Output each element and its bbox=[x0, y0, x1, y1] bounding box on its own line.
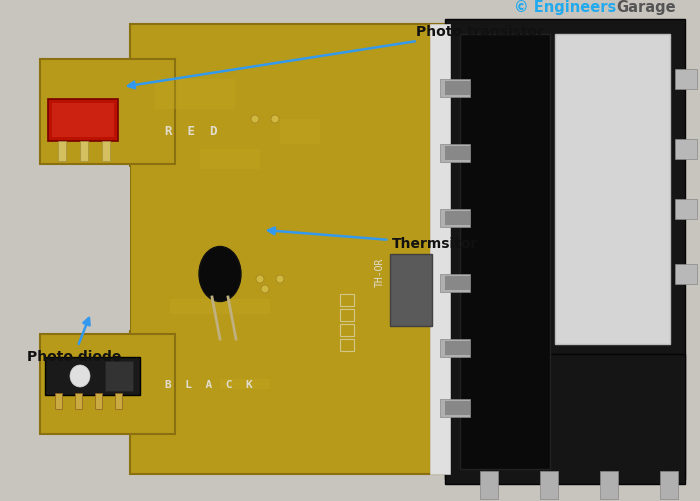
Bar bbox=[430, 25, 450, 474]
Bar bbox=[675, 265, 697, 285]
Bar bbox=[80, 142, 88, 162]
Bar bbox=[40, 60, 175, 165]
Bar bbox=[52, 104, 114, 138]
Bar bbox=[480, 471, 498, 499]
Bar bbox=[95, 393, 102, 409]
Bar bbox=[40, 334, 175, 434]
Bar bbox=[75, 393, 82, 409]
Text: Garage: Garage bbox=[616, 0, 676, 15]
Bar bbox=[460, 35, 550, 469]
Bar bbox=[445, 354, 685, 484]
Bar bbox=[40, 168, 130, 330]
Bar bbox=[340, 324, 354, 336]
Ellipse shape bbox=[251, 116, 259, 124]
Bar bbox=[200, 150, 260, 170]
Bar bbox=[48, 100, 118, 142]
Text: B  L  A  C  K: B L A C K bbox=[165, 379, 253, 389]
Text: TH-OR: TH-OR bbox=[375, 257, 385, 287]
Bar bbox=[170, 300, 270, 314]
Bar bbox=[445, 20, 685, 479]
Text: Thermsitor: Thermsitor bbox=[268, 228, 478, 251]
Text: Photo diode: Photo diode bbox=[27, 318, 121, 364]
Bar bbox=[440, 80, 470, 98]
Text: Photo transistor: Photo transistor bbox=[128, 25, 545, 89]
Bar bbox=[555, 35, 670, 344]
Bar bbox=[675, 70, 697, 90]
Ellipse shape bbox=[261, 286, 269, 294]
Bar bbox=[675, 199, 697, 219]
Bar bbox=[440, 209, 470, 227]
Bar bbox=[102, 142, 110, 162]
Ellipse shape bbox=[276, 276, 284, 284]
Bar bbox=[280, 120, 320, 145]
Bar bbox=[58, 142, 66, 162]
Ellipse shape bbox=[199, 247, 241, 302]
Bar bbox=[660, 471, 678, 499]
Bar bbox=[440, 145, 470, 163]
Bar bbox=[445, 277, 470, 291]
Bar bbox=[445, 341, 470, 355]
Bar bbox=[130, 25, 460, 474]
Bar bbox=[540, 471, 558, 499]
Bar bbox=[675, 140, 697, 160]
Bar bbox=[55, 393, 62, 409]
Bar bbox=[440, 399, 470, 417]
Bar bbox=[445, 147, 470, 161]
Bar bbox=[440, 339, 470, 357]
Ellipse shape bbox=[271, 116, 279, 124]
Text: © Engineers: © Engineers bbox=[514, 0, 616, 15]
Ellipse shape bbox=[70, 365, 90, 387]
Bar bbox=[445, 401, 470, 415]
Bar bbox=[445, 82, 470, 96]
Bar bbox=[340, 310, 354, 321]
Bar bbox=[220, 379, 270, 389]
Bar bbox=[390, 255, 432, 326]
Bar bbox=[445, 211, 470, 225]
Text: R  E  D: R E D bbox=[165, 125, 218, 138]
Bar bbox=[340, 295, 354, 307]
Bar bbox=[340, 339, 354, 351]
Bar bbox=[115, 393, 122, 409]
Bar bbox=[155, 80, 235, 110]
Bar bbox=[600, 471, 618, 499]
Ellipse shape bbox=[256, 276, 264, 284]
Bar bbox=[105, 361, 133, 391]
Bar bbox=[45, 357, 140, 395]
Bar bbox=[440, 275, 470, 293]
